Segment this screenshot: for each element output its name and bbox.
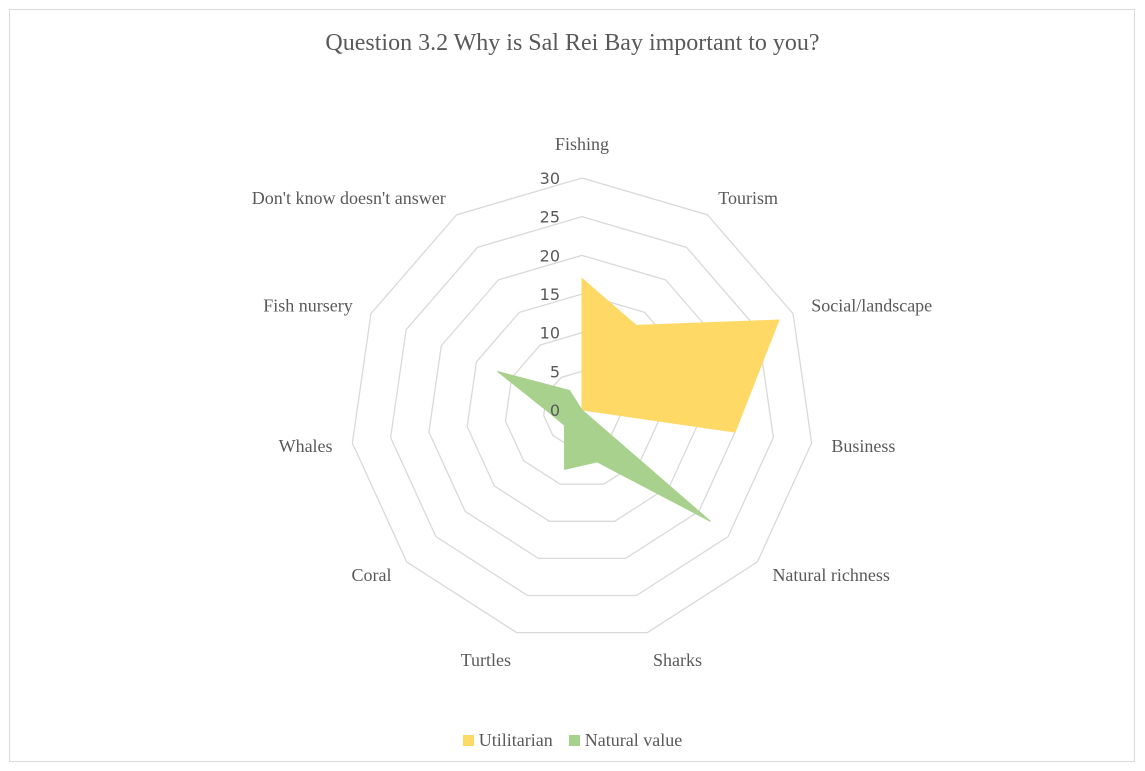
grid-ring-30	[351, 177, 813, 634]
tick-label-20: 20	[540, 246, 560, 265]
category-label-whales: Whales	[279, 436, 333, 456]
series-natural-value	[497, 370, 711, 522]
tick-label-0: 0	[550, 401, 560, 420]
tick-label-30: 30	[540, 169, 560, 188]
radar-tick-labels: 0 5 10 15 20 25 30	[540, 169, 560, 420]
category-label-fish-nursery: Fish nursery	[263, 295, 353, 315]
legend-label-natural-value: Natural value	[584, 730, 683, 750]
radar-series	[497, 277, 780, 522]
series-utilitarian	[581, 277, 780, 433]
tick-label-5: 5	[550, 362, 560, 381]
legend-item-utilitarian: Utilitarian	[462, 730, 553, 751]
category-label-business: Business	[831, 436, 895, 456]
tick-label-10: 10	[540, 324, 560, 343]
legend-label-utilitarian: Utilitarian	[478, 730, 553, 750]
category-label-tourism: Tourism	[718, 188, 778, 208]
category-label-sharks: Sharks	[653, 650, 702, 670]
grid-ring-25	[389, 215, 775, 597]
legend: Utilitarian Natural value	[0, 730, 1145, 751]
legend-item-natural-value: Natural value	[568, 730, 683, 751]
chart-frame	[9, 9, 1135, 762]
chart-title: Question 3.2 Why is Sal Rei Bay importan…	[325, 30, 820, 56]
category-label-turtles: Turtles	[461, 650, 511, 670]
category-label-coral: Coral	[352, 565, 392, 585]
category-label-don-t-know-doesn-t-answer: Don't know doesn't answer	[252, 188, 446, 208]
tick-label-15: 15	[540, 285, 560, 304]
category-label-natural-richness: Natural richness	[772, 565, 889, 585]
category-label-social-landscape: Social/landscape	[811, 295, 932, 315]
legend-swatch-natural-value	[568, 735, 580, 746]
legend-swatch-utilitarian	[462, 735, 474, 746]
tick-label-25: 25	[540, 208, 560, 227]
category-label-fishing: Fishing	[555, 134, 609, 154]
radar-category-labels: Fishing Tourism Social/landscape Business Na…	[252, 134, 932, 670]
